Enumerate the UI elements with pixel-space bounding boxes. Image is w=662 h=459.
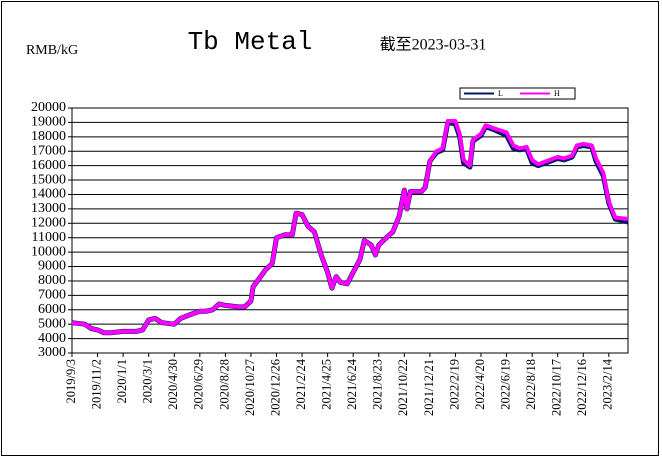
x-tick-label: 2022/6/19 bbox=[498, 359, 512, 410]
x-tick-label: 2021/6/24 bbox=[345, 358, 359, 409]
y-tick-label: 15000 bbox=[31, 172, 66, 187]
x-tick-label: 2021/2/24 bbox=[294, 358, 308, 409]
y-tick-label: 4000 bbox=[38, 331, 66, 346]
y-tick-label: 17000 bbox=[31, 143, 66, 158]
y-tick-label: 18000 bbox=[31, 129, 66, 144]
x-tick-label: 2022/8/18 bbox=[524, 359, 538, 410]
x-tick-label: 2020/10/27 bbox=[243, 359, 257, 416]
series-line bbox=[71, 119, 629, 335]
x-tick-label: 2020/4/30 bbox=[166, 359, 180, 410]
y-tick-label: 7000 bbox=[38, 288, 66, 303]
x-tick-label: 2021/8/23 bbox=[371, 359, 385, 410]
plot-area bbox=[71, 107, 629, 354]
x-tick-label: 2019/11/2 bbox=[89, 359, 103, 409]
y-tick-label: 13000 bbox=[31, 201, 66, 216]
x-tick-label: 2020/3/1 bbox=[141, 359, 155, 403]
legend-label: H bbox=[554, 89, 560, 98]
x-tick-label: 2020/6/29 bbox=[192, 359, 206, 410]
legend-label: L bbox=[498, 89, 503, 98]
x-tick-label: 2021/4/25 bbox=[320, 359, 334, 410]
x-tick-label: 2020/1/1 bbox=[115, 359, 129, 403]
x-tick-label: 2021/10/22 bbox=[396, 359, 410, 416]
y-tick-label: 3000 bbox=[38, 345, 66, 360]
legend-box bbox=[459, 87, 576, 100]
y-tick-label: 11000 bbox=[32, 230, 66, 245]
y-tick-label: 6000 bbox=[38, 302, 66, 317]
chart-subtitle: 截至2023-03-31 bbox=[380, 36, 487, 54]
y-tick-label: 12000 bbox=[31, 216, 66, 231]
chart-title: Tb Metal bbox=[188, 27, 313, 57]
x-tick-label: 2021/12/21 bbox=[422, 359, 436, 416]
x-tick-label: 2020/8/28 bbox=[217, 359, 231, 410]
x-tick-label: 2023/2/14 bbox=[601, 358, 615, 409]
y-axis-label: RMB/kG bbox=[26, 43, 78, 58]
y-tick-label: 9000 bbox=[38, 259, 66, 274]
y-tick-label: 20000 bbox=[31, 100, 66, 115]
y-tick-label: 5000 bbox=[38, 316, 66, 331]
y-tick-label: 8000 bbox=[38, 273, 66, 288]
x-tick-label: 2022/10/17 bbox=[550, 359, 564, 416]
y-tick-label: 10000 bbox=[31, 244, 66, 259]
x-tick-label: 2022/12/16 bbox=[575, 359, 589, 416]
x-tick-label: 2020/12/26 bbox=[268, 359, 282, 416]
y-tick-label: 14000 bbox=[31, 187, 66, 202]
x-tick-label: 2022/4/20 bbox=[473, 359, 487, 410]
y-tick-label: 19000 bbox=[31, 115, 66, 130]
x-tick-label: 2022/2/19 bbox=[447, 359, 461, 410]
x-tick-label: 2019/9/3 bbox=[64, 359, 78, 403]
y-tick-label: 16000 bbox=[31, 158, 66, 173]
